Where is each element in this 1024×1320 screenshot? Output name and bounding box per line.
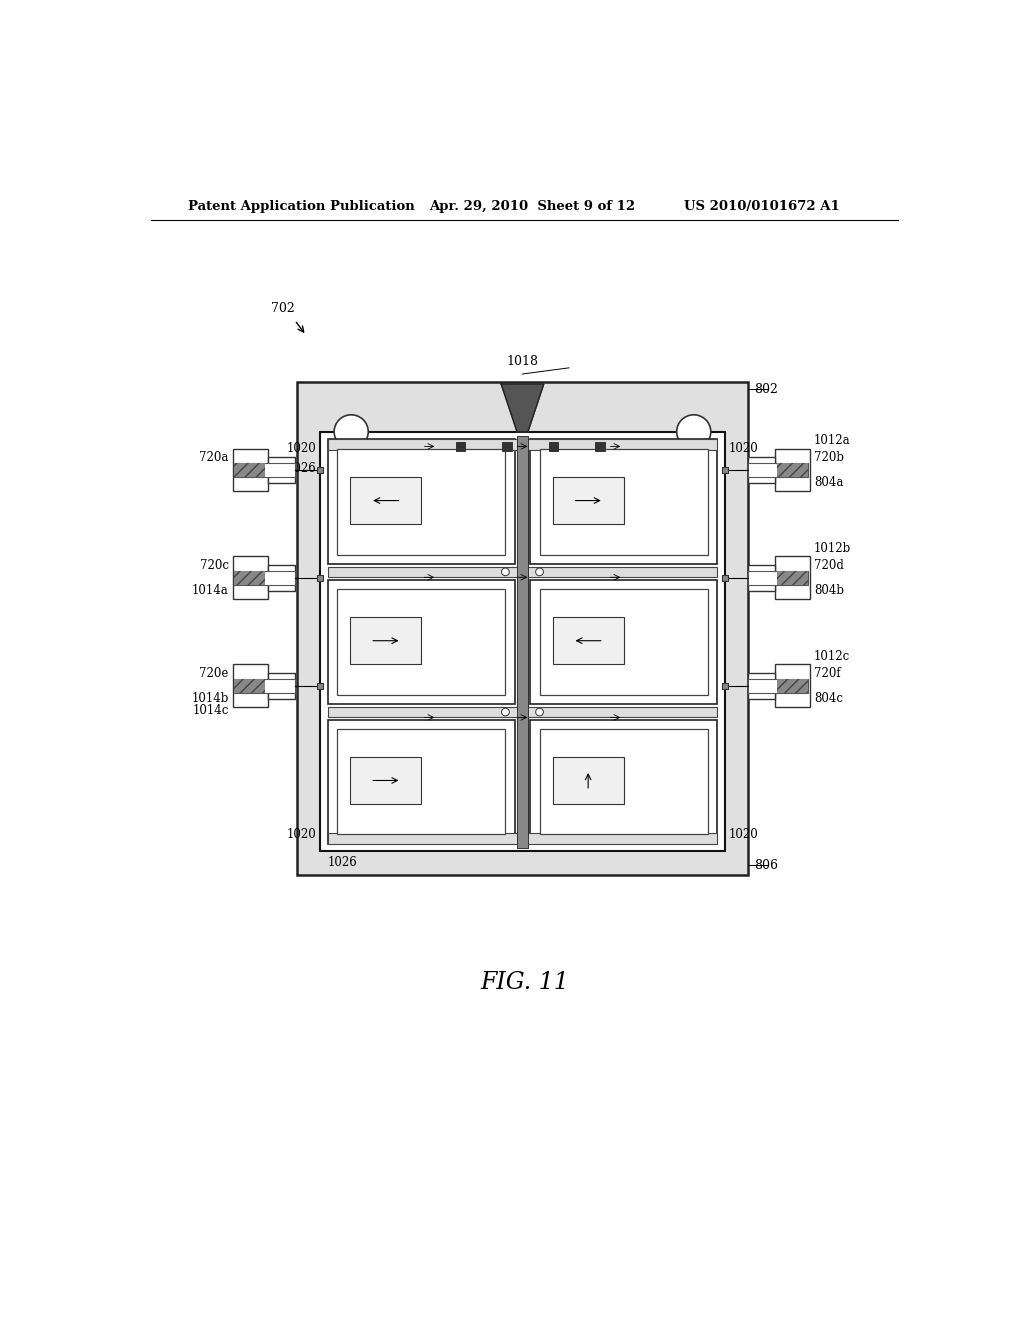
Bar [337, 729, 506, 834]
Circle shape [502, 708, 509, 715]
Text: 804a: 804a [814, 477, 843, 490]
Bar [337, 589, 506, 696]
Bar [234, 678, 265, 693]
Bar [350, 616, 421, 664]
Bar [328, 566, 717, 577]
Bar [321, 432, 725, 851]
Bar [748, 463, 809, 478]
Circle shape [536, 708, 544, 715]
Bar [748, 673, 775, 700]
Bar [553, 616, 624, 664]
Bar [517, 436, 528, 847]
Bar [540, 449, 708, 554]
Bar [775, 664, 810, 706]
Bar [267, 565, 295, 591]
Bar [775, 557, 810, 599]
Text: Apr. 29, 2010  Sheet 9 of 12: Apr. 29, 2010 Sheet 9 of 12 [429, 199, 635, 213]
Text: 720a: 720a [200, 451, 228, 465]
Bar [232, 449, 267, 491]
Circle shape [677, 414, 711, 449]
Text: 1020: 1020 [287, 828, 316, 841]
Bar [748, 678, 809, 693]
Bar [722, 467, 728, 474]
Text: 1012c: 1012c [814, 649, 850, 663]
Bar [234, 572, 295, 585]
Text: 720c: 720c [200, 560, 228, 573]
Text: US 2010/0101672 A1: US 2010/0101672 A1 [684, 199, 841, 213]
Bar [328, 579, 515, 705]
Bar [530, 440, 717, 564]
Bar [530, 719, 717, 843]
Text: 720d: 720d [814, 560, 844, 573]
Bar [748, 565, 775, 591]
Bar [540, 589, 708, 696]
Bar [328, 440, 717, 450]
Circle shape [334, 414, 369, 449]
Bar [722, 682, 728, 689]
Bar [350, 756, 421, 804]
Bar [232, 557, 267, 599]
Text: 1018: 1018 [507, 355, 539, 368]
Bar [553, 477, 624, 524]
Bar [297, 381, 748, 875]
Text: 1020: 1020 [287, 442, 316, 455]
Text: 720e: 720e [200, 667, 228, 680]
Text: 720b: 720b [814, 451, 844, 465]
Bar [317, 576, 324, 581]
Bar [328, 706, 717, 718]
Circle shape [334, 808, 369, 841]
Bar [328, 719, 515, 843]
Bar [549, 442, 558, 451]
Bar [595, 442, 604, 451]
Bar [456, 442, 465, 451]
Text: FIG. 11: FIG. 11 [480, 970, 569, 994]
Text: 1014c: 1014c [193, 704, 228, 717]
Bar [540, 729, 708, 834]
Text: 720f: 720f [814, 667, 841, 680]
Bar [748, 457, 775, 483]
Text: 1026: 1026 [287, 462, 316, 475]
Bar [503, 442, 512, 451]
Text: 802: 802 [755, 383, 778, 396]
Circle shape [677, 808, 711, 841]
Bar [234, 463, 295, 478]
Bar [234, 572, 265, 585]
Polygon shape [501, 384, 544, 432]
Bar [350, 477, 421, 524]
Bar [775, 449, 810, 491]
Bar [777, 678, 809, 693]
Text: 1012a: 1012a [814, 434, 851, 447]
Bar [748, 572, 809, 585]
Bar [232, 664, 267, 706]
Text: 1020: 1020 [729, 828, 759, 841]
Bar [328, 440, 515, 564]
Bar [722, 576, 728, 581]
Circle shape [536, 568, 544, 576]
Bar [267, 457, 295, 483]
Circle shape [502, 568, 509, 576]
Bar [317, 682, 324, 689]
Bar [553, 756, 624, 804]
Text: 804c: 804c [814, 692, 843, 705]
Text: 1014a: 1014a [193, 583, 228, 597]
Text: 1020: 1020 [729, 442, 759, 455]
Bar [517, 440, 528, 843]
Bar [234, 463, 265, 478]
Text: 806: 806 [755, 859, 778, 871]
Bar [337, 449, 506, 554]
Bar [317, 467, 324, 474]
Text: 1012b: 1012b [814, 543, 851, 556]
Bar [777, 572, 809, 585]
Text: 1026: 1026 [328, 857, 357, 870]
Bar [267, 673, 295, 700]
Text: Patent Application Publication: Patent Application Publication [188, 199, 415, 213]
Bar [530, 579, 717, 705]
Text: 702: 702 [271, 302, 295, 315]
Text: 804b: 804b [814, 583, 844, 597]
Bar [328, 833, 717, 843]
Bar [234, 678, 295, 693]
Text: 1014b: 1014b [191, 692, 228, 705]
Bar [777, 463, 809, 478]
